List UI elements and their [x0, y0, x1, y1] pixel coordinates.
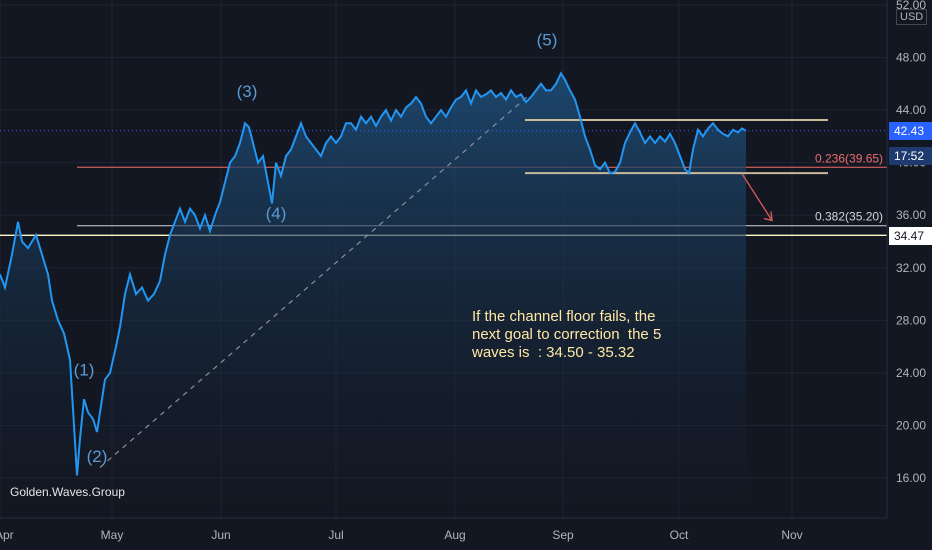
fib-level-label: 0.236(39.65)	[815, 151, 883, 165]
fib-level-label: 0.382(35.20)	[815, 210, 883, 224]
sideways-channel	[525, 118, 828, 175]
price-tick-label: 36.00	[896, 208, 926, 222]
wave-label: (1)	[74, 361, 95, 380]
countdown-badge: 17:52	[889, 147, 932, 165]
wave-label: (5)	[537, 31, 558, 50]
price-tick-label: 48.00	[896, 51, 926, 65]
time-tick-label: Apr	[0, 528, 14, 542]
arrow-shaft	[741, 173, 773, 221]
wave-trendline	[99, 93, 531, 468]
current-price-badge: 42.43	[889, 122, 932, 140]
annotation-text: If the channel floor fails, the next goa…	[472, 308, 722, 362]
price-line	[0, 71, 747, 476]
support-level-badge: 34.47	[889, 227, 932, 245]
annotation-line: next goal to correction the 5	[472, 326, 662, 343]
wave-label: (4)	[266, 204, 287, 223]
time-tick-label: Aug	[444, 528, 465, 542]
price-tick-label: 24.00	[896, 366, 926, 380]
annotation-line: waves is : 34.50 - 35.32	[472, 344, 635, 361]
arrow-head	[763, 211, 773, 222]
price-tick-label: 16.00	[896, 471, 926, 485]
wave-label: (3)	[237, 82, 258, 101]
price-tick-label: 44.00	[896, 103, 926, 117]
price-tick-label: 20.00	[896, 418, 926, 432]
time-axis: Apr May Jun Jul Aug Sep Oct Nov	[0, 528, 803, 542]
time-tick-label: Jun	[211, 528, 230, 542]
price-tick-label: 32.00	[896, 261, 926, 275]
price-area-fill	[0, 73, 746, 519]
price-tick-label: 28.00	[896, 313, 926, 327]
time-tick-label: Jul	[328, 528, 343, 542]
time-tick-label: Nov	[781, 528, 802, 542]
wave-label: (2)	[87, 447, 108, 466]
currency-label[interactable]: USD	[896, 9, 928, 25]
time-tick-label: Oct	[670, 528, 689, 542]
time-tick-label: May	[101, 528, 124, 542]
annotation-line: If the channel floor fails, the	[472, 308, 656, 325]
time-tick-label: Sep	[552, 528, 574, 542]
brand-watermark: Golden.Waves.Group	[10, 485, 125, 499]
elliott-wave-labels: (1) (2) (3) (4) (5)	[74, 31, 558, 467]
projection-arrow	[741, 173, 773, 222]
